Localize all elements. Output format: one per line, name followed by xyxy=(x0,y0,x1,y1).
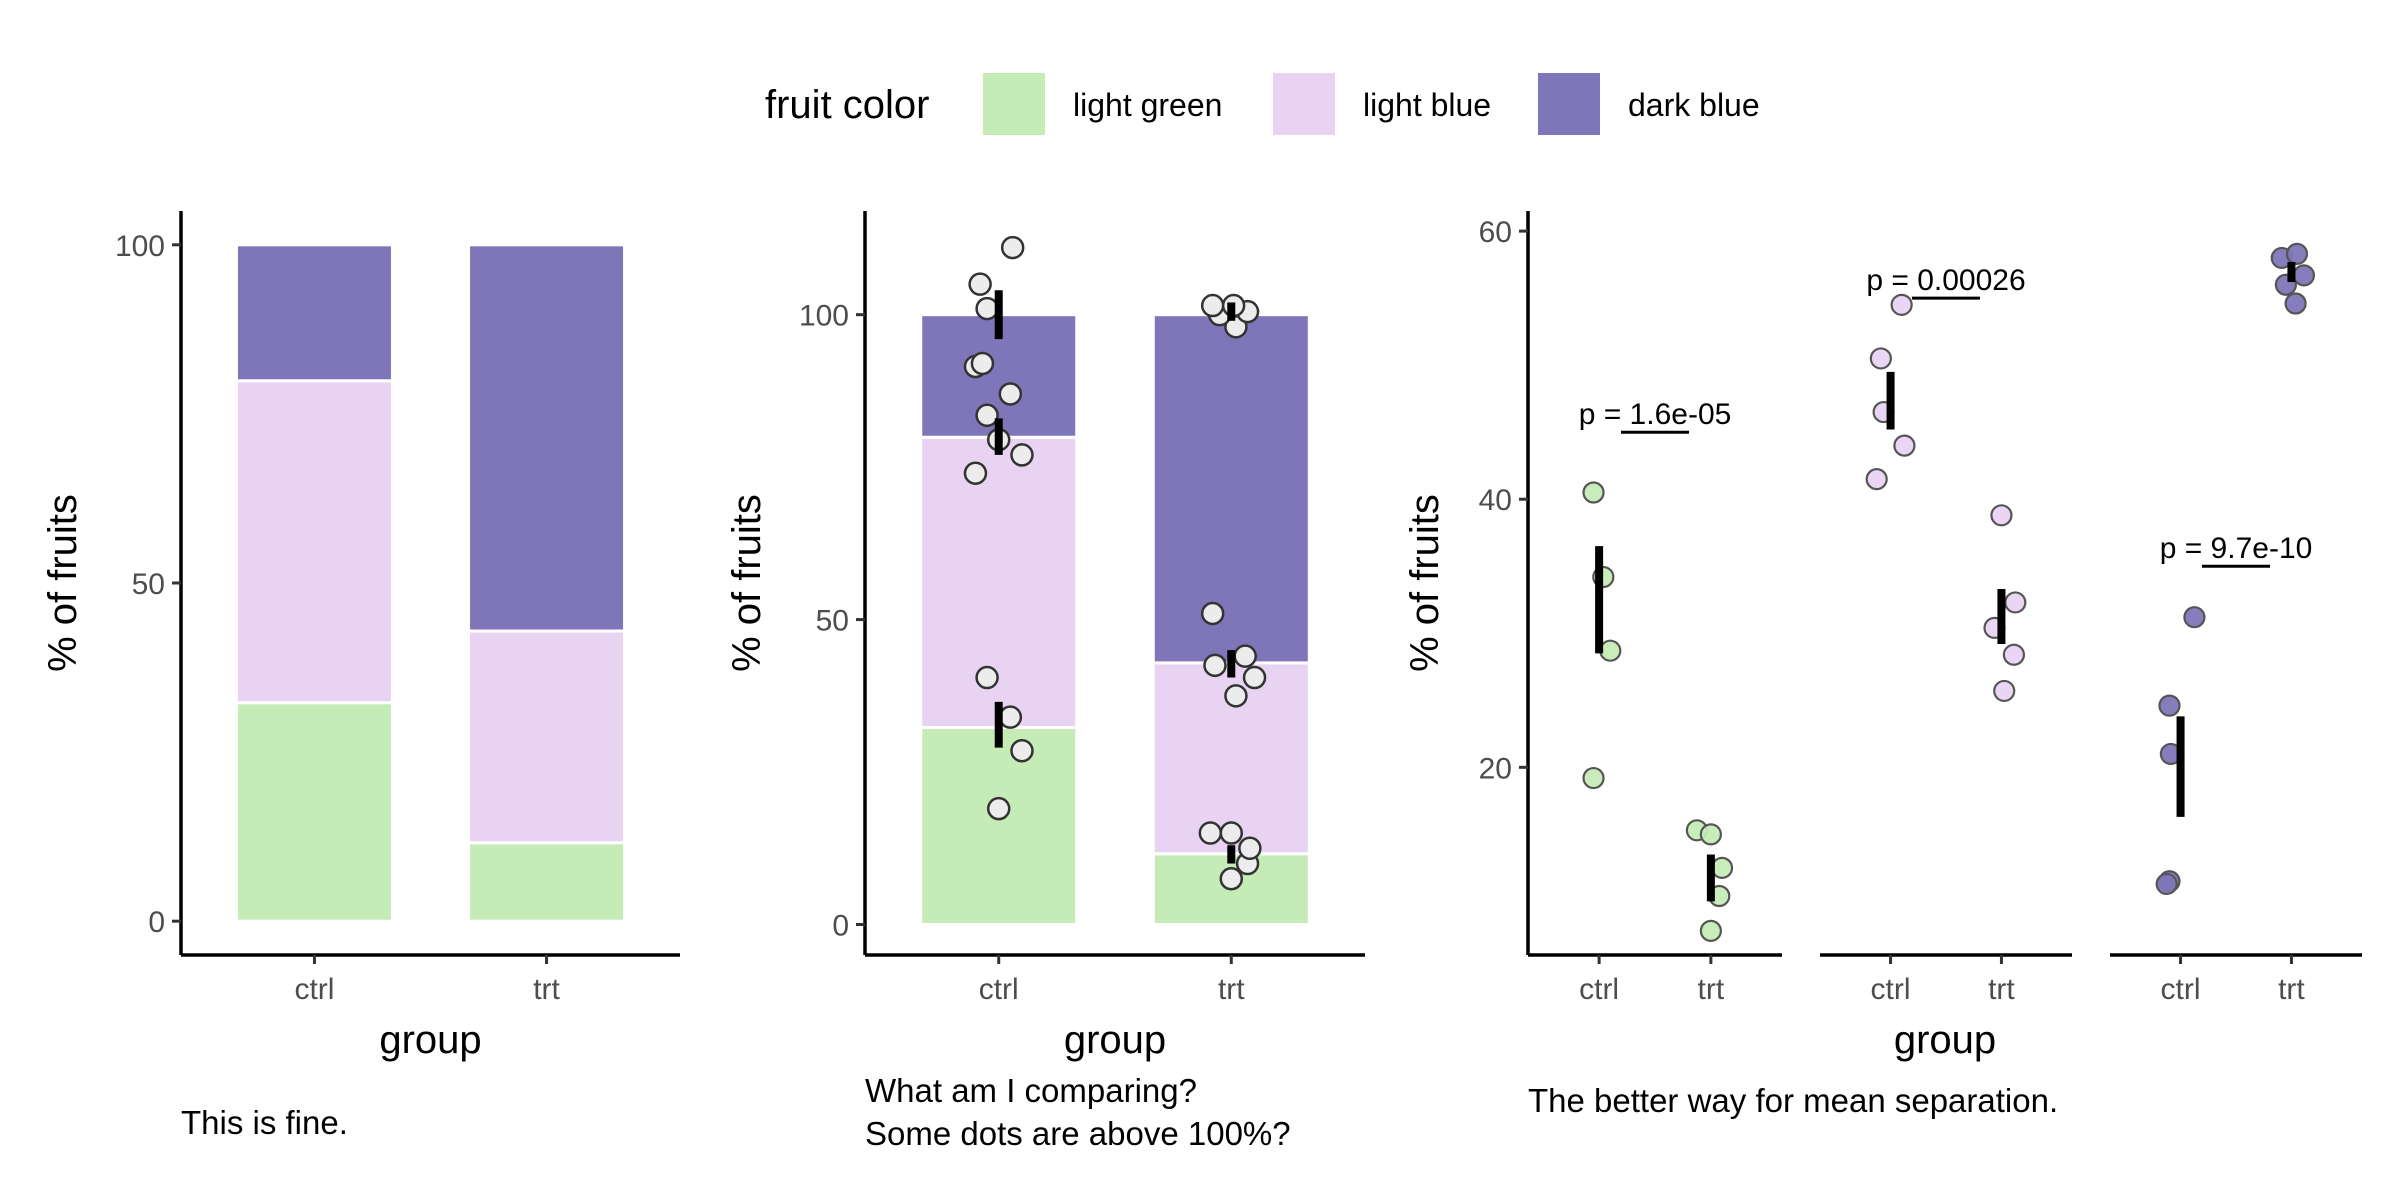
y-tick-label: 0 xyxy=(832,910,849,943)
data-point xyxy=(1010,443,1034,467)
legend-label-light-green: light green xyxy=(1073,87,1222,123)
data-point xyxy=(2284,292,2307,315)
data-point xyxy=(1238,836,1262,861)
data-point xyxy=(1869,347,1892,370)
data-point xyxy=(2292,264,2316,287)
data-point xyxy=(1219,867,1244,891)
y-axis-title: % of fruits xyxy=(1403,494,1447,672)
x-axis-title: group xyxy=(379,1018,481,1062)
data-point xyxy=(986,796,1011,821)
y-tick-label: 20 xyxy=(1479,752,1512,785)
facet-light-green: p = 1.6e-05 ctrl trt xyxy=(1528,398,1782,1006)
data-point xyxy=(998,705,1023,729)
panel-stacked-bar-with-points: 0 50 100 ctrl trt group % of fruits What am I c… xyxy=(725,211,1365,1152)
data-point xyxy=(1865,468,1888,491)
data-point xyxy=(1582,481,1605,504)
y-tick-label: 0 xyxy=(148,906,165,939)
data-point xyxy=(1710,856,1734,879)
bar-ctrl-light-blue xyxy=(234,379,394,705)
data-point xyxy=(2004,591,2027,614)
data-point xyxy=(1200,293,1225,318)
data-point xyxy=(1198,821,1223,845)
legend-key-dark-blue xyxy=(1538,73,1600,135)
x-tick-label-ctrl: ctrl xyxy=(2161,973,2201,1006)
data-point xyxy=(1233,644,1257,668)
x-tick-label-ctrl: ctrl xyxy=(1579,973,1619,1006)
legend-title: fruit color xyxy=(765,83,930,127)
data-point xyxy=(968,272,992,296)
data-point xyxy=(2155,872,2178,896)
data-point xyxy=(2183,606,2206,629)
data-point xyxy=(1000,235,1025,260)
panel-caption: This is fine. xyxy=(181,1104,348,1141)
data-point xyxy=(1224,684,1248,708)
panel-faceted-scatter: 20 40 60 p = 1.6e-05 ctrl trt p = 0.00026 ctrl t… xyxy=(1403,211,2362,1119)
data-point xyxy=(970,351,995,376)
x-axis-title: group xyxy=(1064,1018,1166,1062)
y-axis-title: % of fruits xyxy=(41,494,85,672)
x-axis-title: group xyxy=(1894,1018,1996,1062)
bar-ctrl-light-green xyxy=(919,726,1079,927)
data-point xyxy=(1242,665,1267,690)
data-point xyxy=(1200,601,1225,626)
data-point xyxy=(2285,242,2309,265)
data-point xyxy=(975,403,999,428)
y-axis-title: % of fruits xyxy=(725,494,769,672)
panel-caption: The better way for mean separation. xyxy=(1528,1082,2058,1119)
legend: fruit color light green light blue dark bl… xyxy=(765,73,1760,135)
x-tick-label-ctrl: ctrl xyxy=(979,973,1019,1006)
legend-label-light-blue: light blue xyxy=(1363,87,1491,123)
data-point xyxy=(1699,919,1722,942)
panel-caption: What am I comparing? xyxy=(865,1072,1197,1109)
x-tick-label-trt: trt xyxy=(1988,973,2015,1006)
legend-label-dark-blue: dark blue xyxy=(1628,87,1760,123)
legend-key-light-blue xyxy=(1273,73,1335,135)
legend-key-light-green xyxy=(983,73,1045,135)
data-point xyxy=(1993,679,2016,703)
panel-caption: Some dots are above 100%? xyxy=(865,1115,1291,1152)
x-tick-label-trt: trt xyxy=(2278,973,2305,1006)
data-point xyxy=(1893,434,1916,457)
bar-ctrl-dark-blue xyxy=(234,243,394,383)
y-tick-label: 60 xyxy=(1479,216,1512,249)
p-value-label: p = 1.6e-05 xyxy=(1579,398,1732,431)
x-tick-label-ctrl: ctrl xyxy=(1871,973,1911,1006)
data-point xyxy=(963,461,988,485)
x-tick-label-trt: trt xyxy=(533,973,560,1006)
x-tick-label-ctrl: ctrl xyxy=(294,973,334,1006)
facet-light-blue: p = 0.00026 ctrl trt xyxy=(1820,264,2072,1006)
bar-trt-light-green xyxy=(467,841,627,923)
data-point xyxy=(1890,293,1913,316)
y-tick-label: 40 xyxy=(1479,484,1512,517)
bar-trt-light-blue xyxy=(467,629,627,845)
facet-dark-blue: p = 9.7e-10 ctrl trt xyxy=(2110,242,2362,1006)
data-point xyxy=(1990,504,2013,527)
data-point xyxy=(1582,766,1605,790)
bar-trt-dark-blue xyxy=(1151,313,1311,665)
panel-stacked-bar: 0 50 100 ctrl trt group % of fruits This is fin… xyxy=(41,211,680,1141)
data-point xyxy=(975,296,999,321)
bar-ctrl-light-blue xyxy=(919,435,1079,730)
x-tick-label-trt: trt xyxy=(1698,973,1725,1006)
data-point xyxy=(998,382,1023,406)
data-point xyxy=(1010,738,1034,763)
data-point xyxy=(1203,653,1227,678)
data-point xyxy=(2002,643,2026,666)
data-point xyxy=(1219,821,1244,845)
data-point xyxy=(1699,823,1722,846)
data-point xyxy=(1599,639,1622,662)
bar-trt-dark-blue xyxy=(467,243,627,633)
y-tick-label: 50 xyxy=(816,605,849,638)
data-point xyxy=(2158,694,2181,717)
y-tick-label: 100 xyxy=(115,230,165,263)
bar-ctrl-light-green xyxy=(234,701,394,923)
p-value-label: p = 0.00026 xyxy=(1866,264,2025,297)
x-tick-label-trt: trt xyxy=(1218,973,1245,1006)
y-tick-label: 50 xyxy=(132,568,165,601)
p-value-label: p = 9.7e-10 xyxy=(2160,532,2313,565)
y-tick-label: 100 xyxy=(799,300,849,333)
data-point xyxy=(975,665,999,690)
